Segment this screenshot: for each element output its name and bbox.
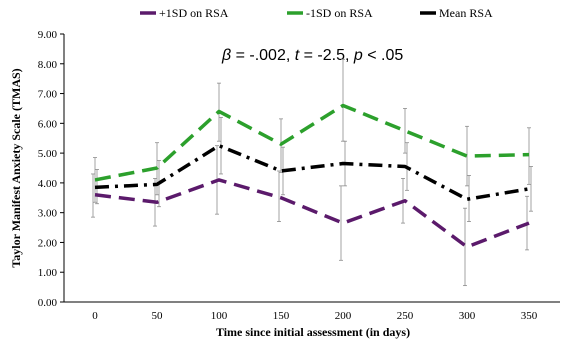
stats-annotation: β = -.002, t = -2.5, p < .05: [221, 47, 403, 64]
legend: +1SD on RSA -1SD on RSA Mean RSA: [140, 6, 493, 20]
legend-label: Mean RSA: [439, 6, 493, 20]
series-line: [94, 178, 530, 249]
y-tick-label: 9.00: [38, 29, 58, 41]
x-tick-label: 0: [92, 310, 98, 322]
series-line: [94, 143, 530, 202]
x-tick-label: 350: [521, 310, 538, 322]
x-tick-label: 50: [152, 310, 164, 322]
y-tick-label: 1.00: [38, 267, 58, 279]
x-axis-ticks: 0 50 100 150 200 250 300 350: [92, 310, 538, 322]
y-tick-label: 3.00: [38, 208, 58, 220]
annotation-beta-value: = -.002,: [231, 47, 295, 64]
y-axis-label: Taylor Manifest Anxiety Scale (TMAS): [9, 68, 23, 267]
annotation-p-value: < .05: [363, 47, 404, 64]
x-tick-label: 200: [335, 310, 352, 322]
x-tick-label: 100: [211, 310, 228, 322]
legend-label: -1SD on RSA: [306, 6, 373, 20]
y-tick-label: 2.00: [38, 237, 58, 249]
x-axis-label: Time since initial assessment (in days): [216, 325, 410, 339]
series-lines: [94, 103, 530, 249]
annotation-p-symbol: p: [353, 47, 363, 64]
error-bars: [91, 58, 533, 287]
annotation-t-symbol: t: [295, 47, 300, 64]
y-tick-label: 6.00: [38, 118, 58, 130]
x-tick-label: 150: [273, 310, 290, 322]
x-tick-label: 300: [459, 310, 476, 322]
y-tick-label: 5.00: [38, 148, 58, 160]
annotation-t-value: = -2.5,: [299, 47, 354, 64]
y-axis-ticks: 0.00 1.00 2.00 3.00 4.00 5.00 6.00 7.00 8.00 9.00: [38, 29, 64, 309]
legend-label: +1SD on RSA: [159, 6, 229, 20]
y-tick-label: 7.00: [38, 89, 58, 101]
y-tick-label: 8.00: [38, 59, 58, 71]
series-line: [94, 103, 530, 182]
x-tick-label: 250: [397, 310, 414, 322]
annotation-beta-symbol: β: [221, 47, 231, 64]
y-tick-label: 0.00: [38, 297, 58, 309]
y-tick-label: 4.00: [38, 178, 58, 190]
